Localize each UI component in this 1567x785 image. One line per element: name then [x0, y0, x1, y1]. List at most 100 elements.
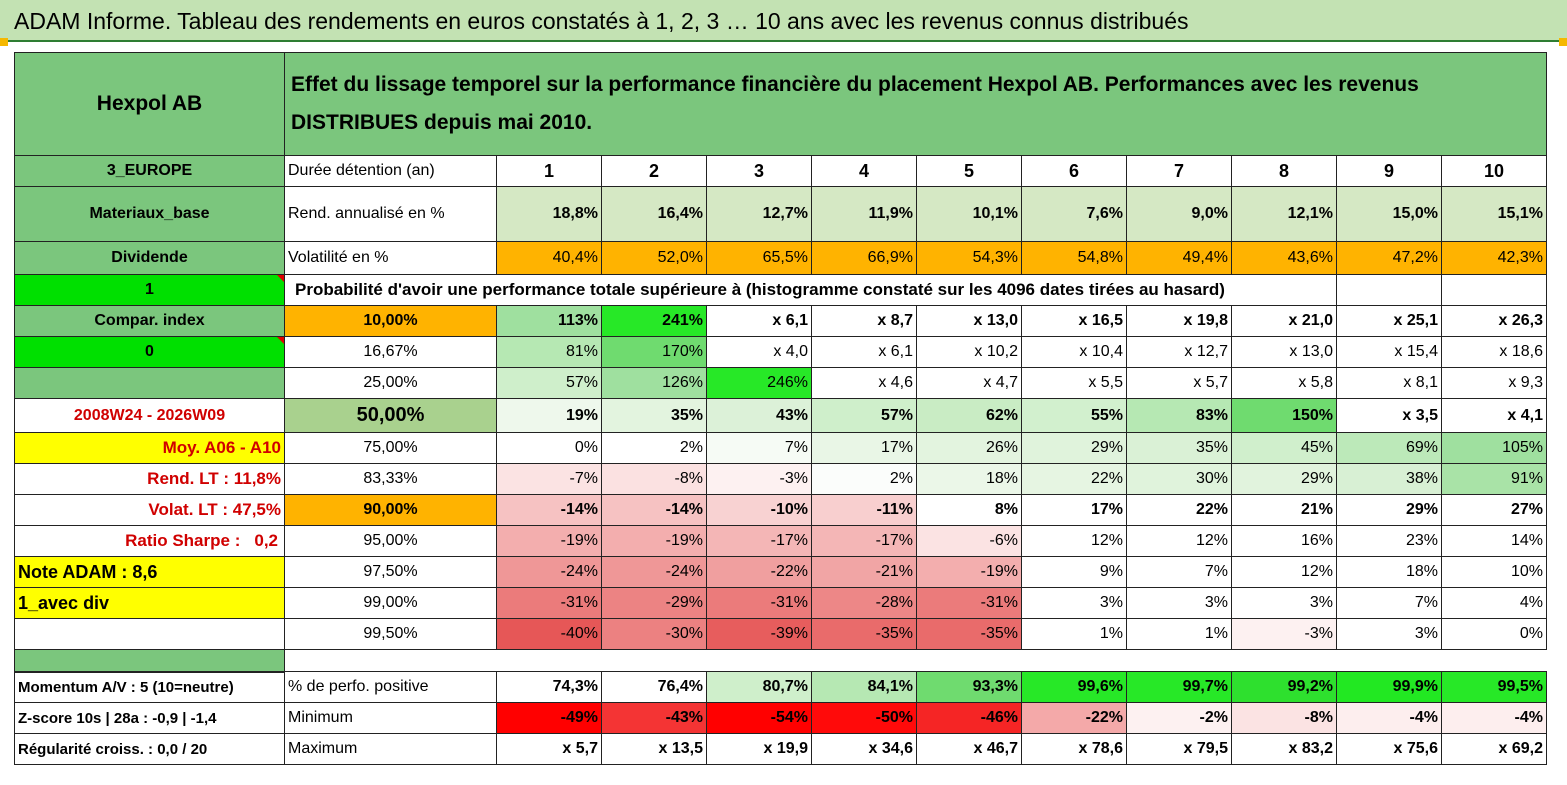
proba-cell: 12%	[1231, 556, 1337, 588]
stat-label: Maximum	[284, 733, 497, 765]
proba-level: 90,00%	[284, 494, 497, 526]
moy-label: Moy. A06 - A10	[14, 432, 285, 464]
stat-cell: x 69,2	[1441, 733, 1547, 765]
rend-cell: 15,1%	[1441, 186, 1547, 242]
proba-cell: 126%	[601, 367, 707, 399]
proba-cell: 17%	[1021, 494, 1127, 526]
proba-cell: -11%	[811, 494, 917, 526]
proba-cell: -21%	[811, 556, 917, 588]
proba-cell: 0%	[496, 432, 602, 464]
sharpe-value: 0,2	[254, 531, 278, 550]
proba-cell: 62%	[916, 398, 1022, 433]
vol-cell: 49,4%	[1126, 241, 1232, 275]
proba-cell: -14%	[601, 494, 707, 526]
corner-marker	[0, 38, 8, 46]
vol-cell: 52,0%	[601, 241, 707, 275]
proba-level: 16,67%	[284, 336, 497, 368]
duration-header: 1	[496, 155, 602, 187]
proba-cell: 170%	[601, 336, 707, 368]
input-one[interactable]: 1	[14, 274, 285, 306]
proba-cell: -24%	[601, 556, 707, 588]
proba-cell: 17%	[811, 432, 917, 464]
proba-cell: x 5,8	[1231, 367, 1337, 399]
proba-cell: 30%	[1126, 463, 1232, 495]
proba-cell: x 26,3	[1441, 305, 1547, 337]
proba-cell: x 19,8	[1126, 305, 1232, 337]
proba-cell: 38%	[1336, 463, 1442, 495]
stat-label: Minimum	[284, 702, 497, 734]
proba-cell: 29%	[1336, 494, 1442, 526]
proba-cell: 43%	[706, 398, 812, 433]
proba-cell: x 10,4	[1021, 336, 1127, 368]
proba-cell: 16%	[1231, 525, 1337, 557]
proba-cell: 45%	[1231, 432, 1337, 464]
proba-level: 83,33%	[284, 463, 497, 495]
proba-cell: 57%	[811, 398, 917, 433]
proba-cell: x 10,2	[916, 336, 1022, 368]
proba-cell: 8%	[916, 494, 1022, 526]
proba-cell: -28%	[811, 587, 917, 619]
proba-cell: 69%	[1336, 432, 1442, 464]
proba-cell: -7%	[496, 463, 602, 495]
proba-level: 50,00%	[284, 398, 497, 433]
volat-lt-label: Volat. LT : 47,5%	[14, 494, 285, 526]
proba-cell: 22%	[1126, 494, 1232, 526]
stat-cell: 80,7%	[706, 671, 812, 703]
proba-cell: 18%	[916, 463, 1022, 495]
proba-cell: 0%	[1441, 618, 1547, 650]
proba-cell: 150%	[1231, 398, 1337, 433]
proba-cell: 113%	[496, 305, 602, 337]
proba-cell: 1%	[1126, 618, 1232, 650]
stat-cell: x 79,5	[1126, 733, 1232, 765]
proba-cell: -6%	[916, 525, 1022, 557]
proba-level: 99,00%	[284, 587, 497, 619]
stat-cell: -43%	[601, 702, 707, 734]
corner-marker	[1559, 38, 1567, 46]
stat-cell: -4%	[1336, 702, 1442, 734]
stat-cell: x 5,7	[496, 733, 602, 765]
vol-cell: 54,3%	[916, 241, 1022, 275]
period-label: 2008W24 - 2026W09	[14, 398, 285, 433]
stat-cell: -8%	[1231, 702, 1337, 734]
zscore-label: Z-score 10s | 28a : -0,9 | -1,4	[14, 702, 285, 734]
proba-level: 10,00%	[284, 305, 497, 337]
performance-table: Hexpol AB Effet du lissage temporel sur …	[14, 52, 1547, 765]
vol-label: Volatilité en %	[284, 241, 497, 275]
proba-cell: 21%	[1231, 494, 1337, 526]
stat-cell: 99,9%	[1336, 671, 1442, 703]
proba-cell: 3%	[1021, 587, 1127, 619]
proba-cell: -31%	[916, 587, 1022, 619]
stat-cell: -50%	[811, 702, 917, 734]
proba-cell: x 13,0	[916, 305, 1022, 337]
stat-cell: 99,6%	[1021, 671, 1127, 703]
stat-cell: x 83,2	[1231, 733, 1337, 765]
proba-cell: -24%	[496, 556, 602, 588]
proba-cell: -14%	[496, 494, 602, 526]
rend-cell: 12,1%	[1231, 186, 1337, 242]
stat-cell: x 34,6	[811, 733, 917, 765]
rend-cell: 10,1%	[916, 186, 1022, 242]
duree-label: Durée détention (an)	[284, 155, 497, 187]
input-zero[interactable]: 0	[14, 336, 285, 368]
empty-label	[14, 367, 285, 399]
vol-cell: 47,2%	[1336, 241, 1442, 275]
proba-cell: 29%	[1231, 463, 1337, 495]
proba-cell: 55%	[1021, 398, 1127, 433]
proba-cell: -35%	[811, 618, 917, 650]
stat-cell: -46%	[916, 702, 1022, 734]
proba-cell: -31%	[706, 587, 812, 619]
proba-level: 75,00%	[284, 432, 497, 464]
proba-cell: 83%	[1126, 398, 1232, 433]
proba-cell: 241%	[601, 305, 707, 337]
proba-cell: 81%	[496, 336, 602, 368]
rend-label: Rend. annualisé en %	[284, 186, 497, 242]
stat-cell: -49%	[496, 702, 602, 734]
proba-cell: x 4,6	[811, 367, 917, 399]
rend-cell: 15,0%	[1336, 186, 1442, 242]
stat-cell: -2%	[1126, 702, 1232, 734]
proba-cell: x 4,7	[916, 367, 1022, 399]
sharpe-label: Ratio Sharpe :	[125, 531, 241, 550]
duration-header: 4	[811, 155, 917, 187]
proba-cell: x 13,0	[1231, 336, 1337, 368]
proba-cell: 26%	[916, 432, 1022, 464]
